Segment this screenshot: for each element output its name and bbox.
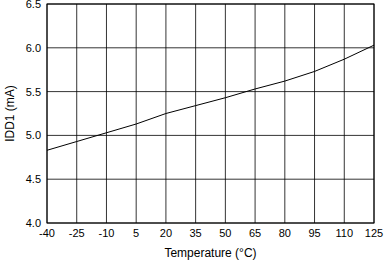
x-tick-label: 110 <box>335 227 353 239</box>
y-tick-label: 5.5 <box>26 86 41 98</box>
x-tick-label: 65 <box>249 227 261 239</box>
x-tick-label: -25 <box>69 227 85 239</box>
x-tick-label: 50 <box>219 227 231 239</box>
x-tick-label: 20 <box>160 227 172 239</box>
x-grid-line <box>225 4 226 223</box>
y-tick-label: 5.0 <box>26 129 41 141</box>
y-axis-title: IDD1 (mA) <box>3 85 17 142</box>
y-grid-line <box>47 91 374 92</box>
x-tick-label: 5 <box>133 227 139 239</box>
x-grid-line <box>195 4 196 223</box>
x-grid-line <box>106 4 107 223</box>
plot-area <box>47 45 374 150</box>
x-axis-title: Temperature (°C) <box>164 246 256 260</box>
chart-root: 4.04.55.05.56.06.5-40-25-105203550658095… <box>0 0 385 262</box>
y-grid-line <box>47 47 374 48</box>
x-grid-line <box>255 4 256 223</box>
y-tick-label: 6.0 <box>26 42 41 54</box>
x-grid-line <box>76 4 77 223</box>
data-line <box>47 45 374 150</box>
x-tick-label: 95 <box>308 227 320 239</box>
x-tick-label: 125 <box>365 227 383 239</box>
chart: 4.04.55.05.56.06.5-40-25-105203550658095… <box>0 0 385 262</box>
x-grid-line <box>314 4 315 223</box>
y-tick-label: 4.5 <box>26 173 41 185</box>
x-grid-line <box>344 4 345 223</box>
x-tick-label: 80 <box>279 227 291 239</box>
x-grid-line <box>136 4 137 223</box>
x-grid-line <box>284 4 285 223</box>
plot-frame <box>47 4 374 223</box>
x-tick-label: 35 <box>190 227 202 239</box>
y-tick-label: 6.5 <box>26 0 41 10</box>
y-grid-line <box>47 179 374 180</box>
x-tick-label: -10 <box>99 227 115 239</box>
x-tick-label: -40 <box>39 227 55 239</box>
